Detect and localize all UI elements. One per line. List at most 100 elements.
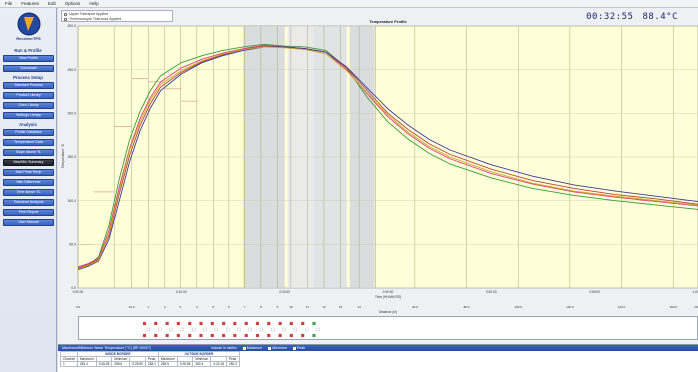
menu-edit[interactable]: Edit: [48, 1, 56, 6]
zone-tick-label: 0.0: [76, 305, 81, 309]
sidebar-button[interactable]: Profile Database: [3, 129, 54, 136]
y-tick-label: 300.0: [68, 24, 77, 28]
marker-cell: [200, 334, 203, 337]
sidebar-button[interactable]: Download: [3, 65, 54, 72]
sidebar-button[interactable]: Temperature Data: [3, 139, 54, 146]
sidebar-button[interactable]: Slope Above TL: [3, 149, 54, 156]
marker-cell: [260, 328, 263, 331]
marker-cell: [249, 328, 252, 331]
process-marker: [211, 322, 218, 337]
sidebar-button[interactable]: Oven Library: [3, 102, 54, 109]
zone-tick-label: 160.0: [669, 305, 677, 309]
menu-features[interactable]: Features: [21, 1, 39, 6]
marker-cell: [271, 328, 274, 331]
checkbox-icon[interactable]: [268, 347, 271, 350]
sidebar-button[interactable]: Settings Library: [3, 112, 54, 119]
app-logo: ReceiverTPS: [3, 11, 54, 45]
checkbox-icon[interactable]: [293, 347, 296, 350]
marker-cell: [200, 322, 203, 325]
marker-cell: [215, 328, 218, 331]
opt-maximum[interactable]: Maximum: [243, 345, 263, 351]
opt-minimum[interactable]: Minimum: [268, 345, 287, 351]
y-axis-label: Temperature °C: [61, 143, 65, 168]
table-cell: 285.5: [158, 362, 177, 367]
marker-cell: [256, 334, 259, 337]
zone-tick-label: 1: [147, 305, 149, 309]
x-tick-label: 0:50:00: [589, 290, 600, 294]
table-cell: 0:25:50: [130, 362, 146, 367]
x-tick-label: 0:10:00: [176, 290, 187, 294]
marker-cell: [267, 334, 270, 337]
marker-cell: [226, 328, 229, 331]
process-marker: [301, 322, 308, 337]
sidebar-button[interactable]: Max Peak Temp: [3, 169, 54, 176]
zone-tick-label: 6: [228, 305, 230, 309]
table-cell: 283.4: [77, 362, 96, 367]
marker-cell: [279, 334, 282, 337]
y-tick-label: 200.0: [68, 112, 77, 116]
table-cell: 280.4: [193, 362, 211, 367]
table-cell: 0:26:08: [96, 362, 112, 367]
zone-tick-label: 12: [322, 305, 326, 309]
table-cell: 0:22:18: [211, 362, 227, 367]
menu-help[interactable]: Help: [89, 1, 98, 6]
marker-cell: [166, 322, 169, 325]
marker-cell: [237, 328, 240, 331]
marker-cell: [313, 334, 316, 337]
marker-cell: [204, 328, 207, 331]
marker-cell: [158, 328, 161, 331]
process-marker: [188, 322, 195, 337]
y-tick-label: 150.0: [68, 155, 77, 159]
column-header: Minimum: [112, 357, 130, 362]
menu-file[interactable]: File: [5, 1, 12, 6]
main-area: Upper Tolerance Applied Thermocouple Tol…: [58, 8, 698, 372]
sidebar-button[interactable]: New Profile: [3, 55, 54, 62]
marker-cell: [233, 334, 236, 337]
marker-cell: [188, 334, 191, 337]
checkbox-icon[interactable]: [243, 347, 246, 350]
process-marker: [177, 322, 184, 337]
sidebar-button[interactable]: Time Above TL: [3, 189, 54, 196]
sidebar: ReceiverTPS Run & Profile New Profile Down…: [0, 8, 57, 372]
table-row[interactable]: 1 283.4 0:26:08 285.6 0:25:50 283.1 285.5 0:26:…: [61, 362, 240, 367]
sidebar-button[interactable]: Max/Min Summary: [3, 159, 54, 166]
sidebar-button[interactable]: Product Library: [3, 92, 54, 99]
marker-cell: [245, 334, 248, 337]
marker-cell: [305, 328, 308, 331]
sidebar-button[interactable]: Standard Process: [3, 82, 54, 89]
sidebar-button[interactable]: User Manual: [3, 219, 54, 226]
column-header: Maximum: [77, 357, 96, 362]
column-header: Maximum: [158, 357, 177, 362]
zone-tick-label: 5: [213, 305, 215, 309]
process-window-markers: [79, 317, 698, 341]
marker-cell: [290, 334, 293, 337]
y-tick-label: 100.0: [68, 199, 77, 203]
menu-options[interactable]: Options: [65, 1, 81, 6]
opt-label: Minimum: [272, 345, 287, 351]
summary-title: Maximum/Minimum Wave Temperature (°C) [S…: [62, 345, 151, 351]
zone-tick-label: 14: [357, 305, 361, 309]
marker-cell: [211, 334, 214, 337]
marker-cell: [267, 322, 270, 325]
marker-cell: [177, 334, 180, 337]
process-marker: [143, 322, 150, 337]
process-marker: [290, 322, 297, 337]
opt-peak[interactable]: Peak: [293, 345, 305, 351]
marker-cell: [222, 334, 225, 337]
zone-tick-label: 2: [164, 305, 166, 309]
marker-cell: [177, 322, 180, 325]
sidebar-button[interactable]: Print Report: [3, 209, 54, 216]
process-marker: [313, 322, 320, 337]
sidebar-button[interactable]: Max Difference: [3, 179, 54, 186]
marker-cell: [245, 322, 248, 325]
process-marker: [233, 322, 240, 337]
x-tick-label: 0:00:00: [73, 290, 84, 294]
process-window-strip: [78, 316, 698, 340]
zone-tick-label: 11: [306, 305, 309, 309]
y-tick-label: 250.0: [68, 68, 77, 72]
summary-table: INSIDE BORDER OUTSIDE BORDER Channel Maxi…: [60, 351, 240, 367]
sidebar-button[interactable]: Tolerance Analysis: [3, 199, 54, 206]
sidebar-section-title: Analysis: [3, 122, 53, 127]
zone-tick-label: 120.0: [566, 305, 574, 309]
x2-axis-label: Distance (in): [379, 310, 397, 314]
